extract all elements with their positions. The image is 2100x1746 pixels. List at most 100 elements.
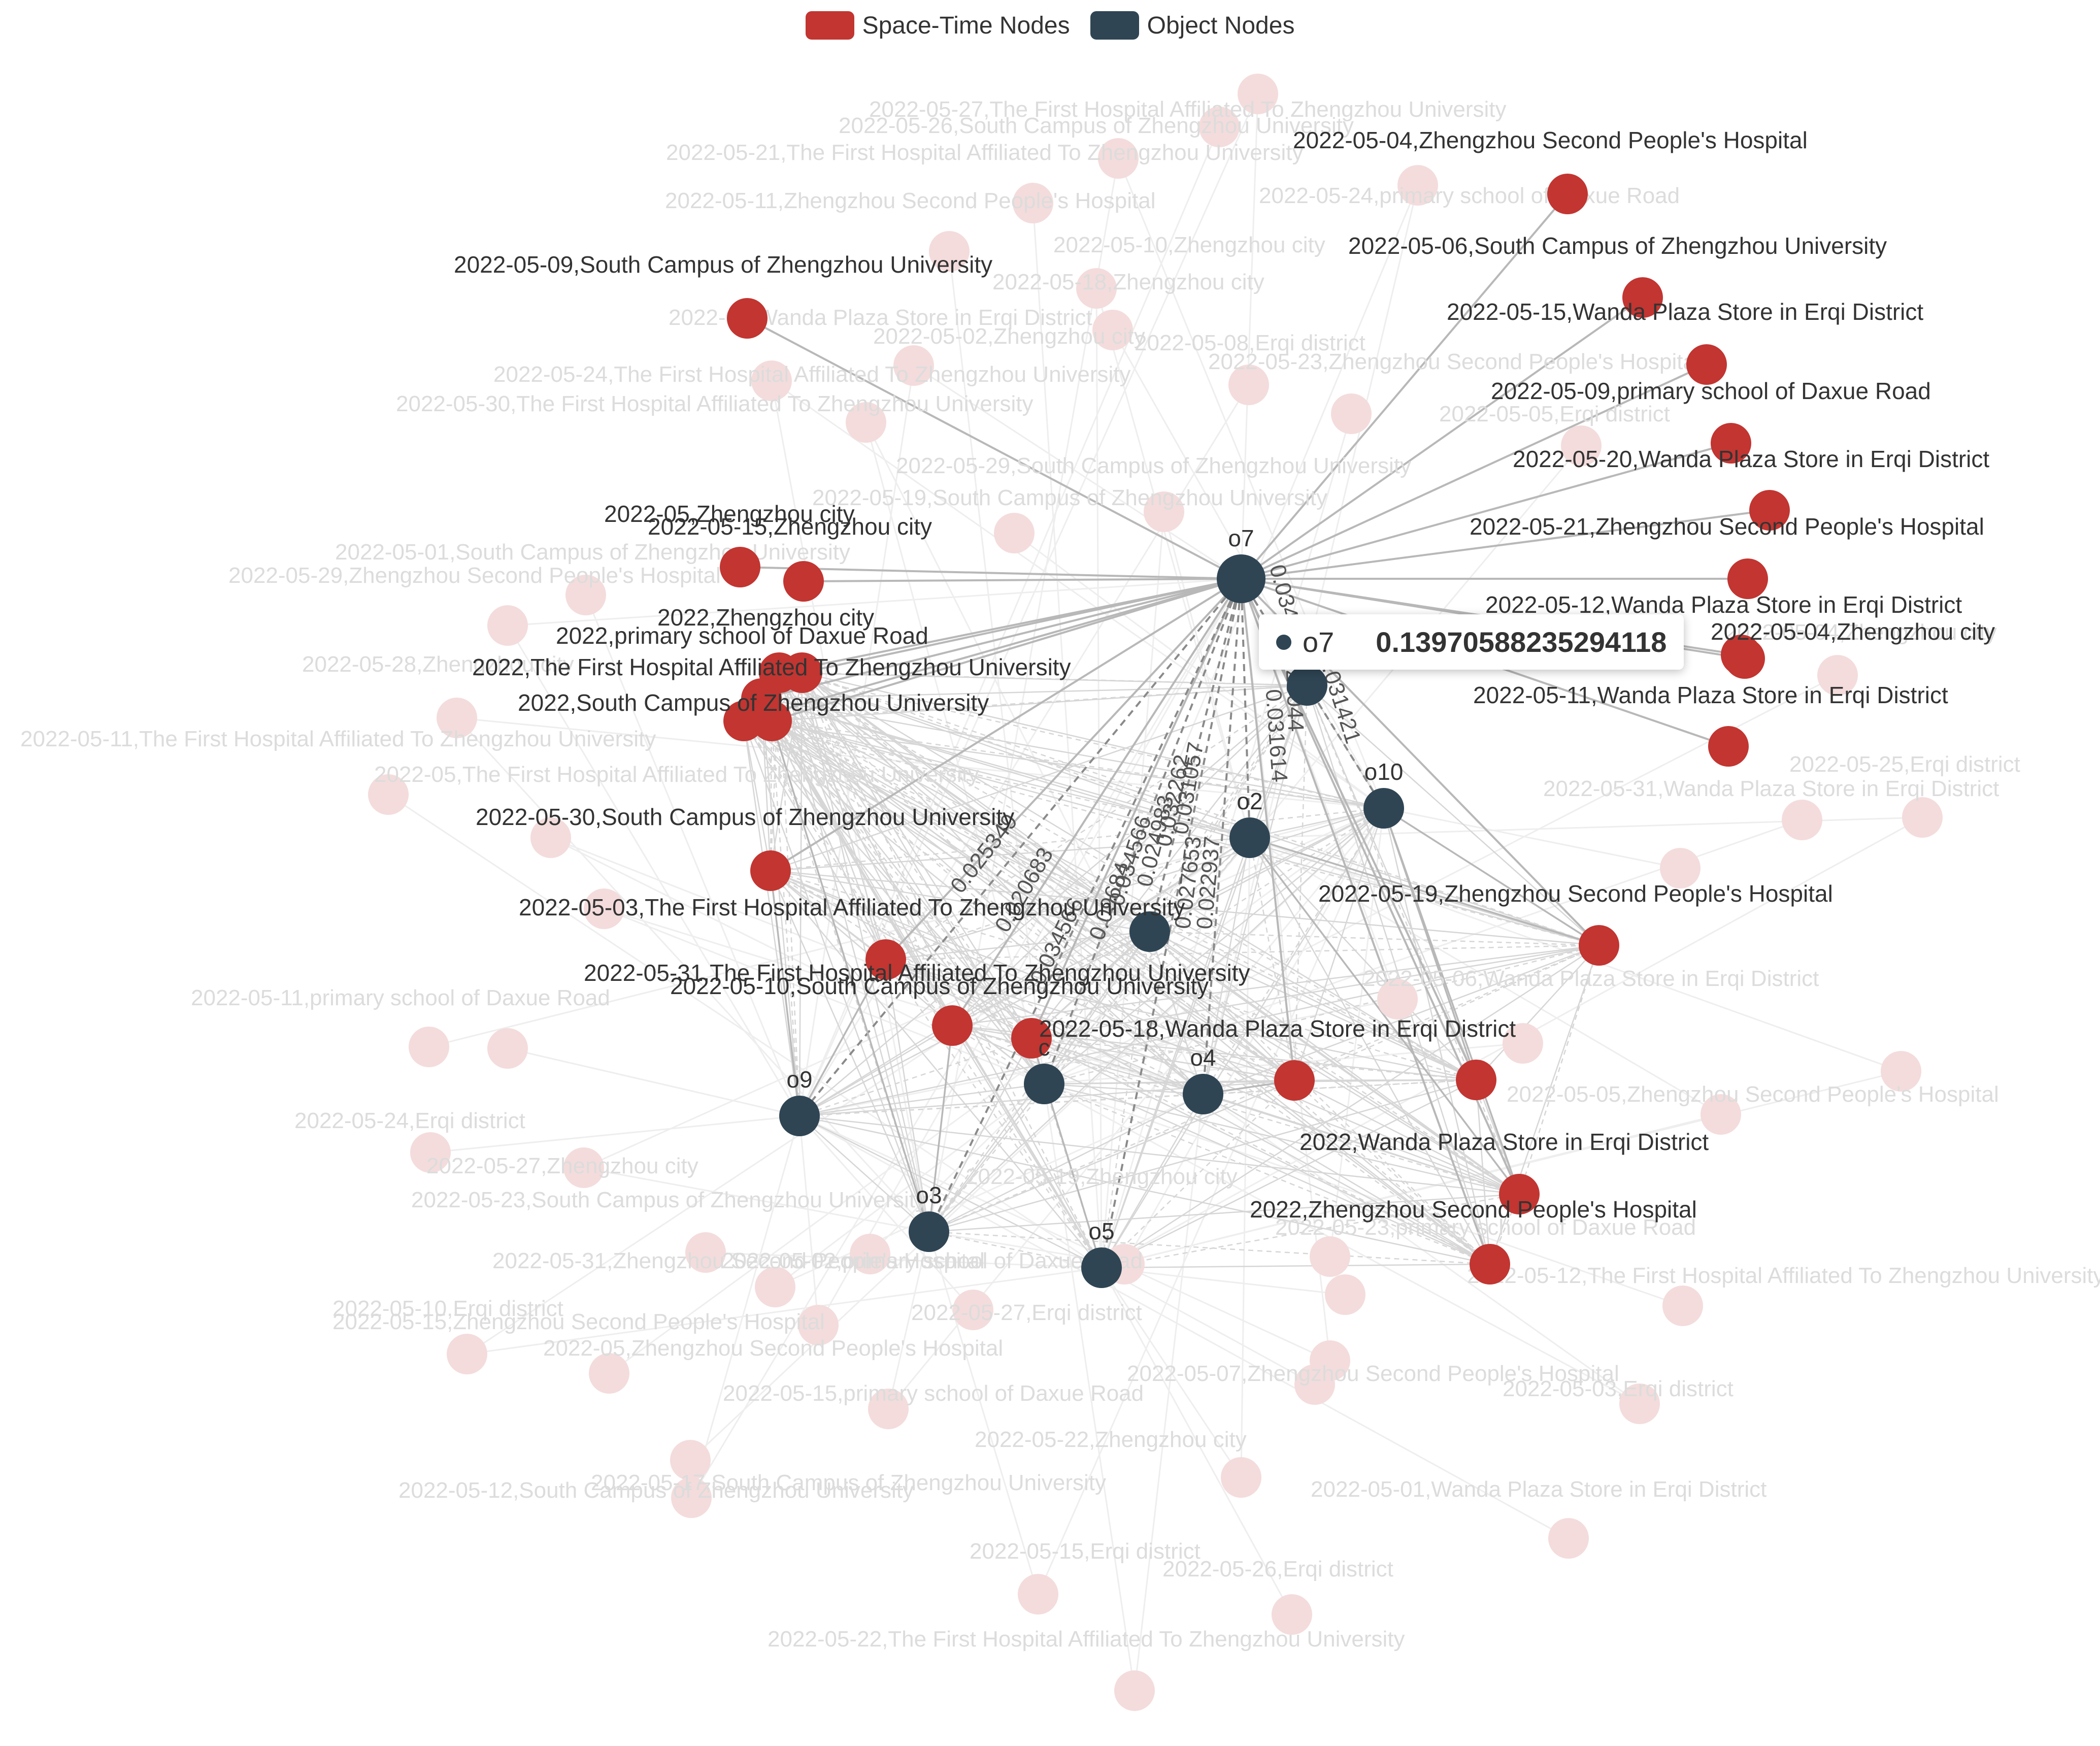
space-time-node[interactable] [723, 701, 764, 741]
faded-space-time-node[interactable] [584, 888, 624, 929]
faded-space-time-node[interactable] [1144, 491, 1184, 532]
faded-space-time-node[interactable] [1503, 1023, 1543, 1064]
space-time-node[interactable] [1724, 638, 1765, 679]
space-time-node[interactable] [751, 701, 792, 741]
faded-space-time-node[interactable] [530, 817, 571, 858]
space-time-node[interactable] [782, 652, 822, 693]
faded-space-time-node[interactable] [1221, 1457, 1261, 1498]
faded-space-time-node[interactable] [1817, 655, 1858, 696]
faded-node-label: 2022-05-28,Zhengzhou city [302, 652, 574, 677]
faded-space-time-node[interactable] [953, 1290, 993, 1330]
faded-space-time-node[interactable] [671, 1477, 712, 1518]
object-node[interactable] [1129, 911, 1170, 952]
faded-node-label: 2022-05-05,Erqi district [1439, 402, 1670, 426]
object-node-label: o2 [1237, 788, 1262, 814]
faded-space-time-node[interactable] [1701, 1094, 1741, 1135]
faded-space-time-node[interactable] [1782, 800, 1822, 840]
object-node[interactable] [1363, 788, 1404, 829]
highlighted-edge-layer [740, 193, 1770, 1268]
space-time-node[interactable] [932, 1005, 973, 1046]
faded-space-time-node[interactable] [670, 1440, 711, 1480]
faded-space-time-node[interactable] [755, 1267, 795, 1307]
faded-space-time-node[interactable] [1660, 848, 1701, 888]
space-time-node[interactable] [1011, 1018, 1052, 1059]
space-time-node[interactable] [783, 561, 824, 602]
space-time-node[interactable] [1547, 174, 1588, 214]
space-time-node[interactable] [865, 939, 906, 980]
object-node[interactable] [1229, 817, 1270, 858]
faded-space-time-node[interactable] [563, 1147, 604, 1188]
faded-space-time-node[interactable] [1397, 165, 1438, 206]
faded-space-time-node[interactable] [1199, 107, 1240, 147]
faded-space-time-node[interactable] [565, 575, 606, 615]
faded-space-time-node[interactable] [410, 1132, 451, 1173]
rounded-rect-icon [805, 11, 854, 40]
faded-space-time-node[interactable] [1114, 1670, 1155, 1711]
space-time-node[interactable] [1749, 490, 1790, 531]
space-time-node-label: 2022-05,Zhengzhou city [604, 501, 855, 527]
faded-space-time-node[interactable] [1228, 365, 1269, 405]
faded-space-time-node[interactable] [409, 1027, 449, 1067]
faded-space-time-node[interactable] [1325, 1274, 1365, 1315]
faded-space-time-node[interactable] [1076, 268, 1117, 309]
faded-space-time-node[interactable] [368, 774, 409, 815]
faded-space-time-node[interactable] [487, 605, 528, 646]
space-time-node[interactable] [1499, 1174, 1540, 1214]
faded-space-time-node[interactable] [846, 402, 886, 443]
faded-space-time-node[interactable] [893, 345, 934, 386]
faded-space-time-node[interactable] [1310, 1236, 1350, 1277]
faded-space-time-node[interactable] [850, 1234, 890, 1274]
faded-space-time-node[interactable] [1377, 979, 1418, 1019]
faded-space-time-node[interactable] [1272, 1594, 1312, 1635]
space-time-node[interactable] [1686, 344, 1727, 385]
space-time-node[interactable] [1708, 726, 1749, 767]
faded-node-label: 2022-05-31,Zhengzhou Second People's Hos… [492, 1248, 985, 1273]
space-time-node[interactable] [1711, 423, 1751, 464]
faded-space-time-node[interactable] [487, 1028, 528, 1069]
faded-space-time-node[interactable] [1013, 183, 1053, 223]
faded-space-time-node[interactable] [994, 513, 1035, 553]
faded-space-time-node[interactable] [929, 231, 970, 272]
space-time-node[interactable] [1274, 1060, 1315, 1101]
legend-item-object[interactable]: Object Nodes [1090, 11, 1294, 40]
faded-space-time-node[interactable] [589, 1353, 629, 1394]
faded-space-time-node[interactable] [1619, 1383, 1660, 1424]
faded-space-time-node[interactable] [1331, 393, 1372, 434]
faded-space-time-node[interactable] [1310, 1340, 1350, 1381]
space-time-node[interactable] [727, 298, 768, 339]
faded-space-time-node[interactable] [1238, 74, 1278, 114]
faded-space-time-node[interactable] [685, 1232, 726, 1273]
faded-space-time-node[interactable] [1662, 1286, 1703, 1326]
faded-space-time-node[interactable] [1881, 1051, 1921, 1092]
faded-space-time-node[interactable] [1548, 1518, 1589, 1559]
faded-space-time-node[interactable] [1018, 1574, 1058, 1615]
object-node[interactable] [1217, 554, 1265, 603]
legend-item-space-time[interactable]: Space-Time Nodes [805, 11, 1070, 40]
object-node[interactable] [1183, 1074, 1223, 1114]
faded-space-time-node[interactable] [868, 1389, 909, 1429]
space-time-node[interactable] [720, 547, 760, 587]
faded-space-time-node[interactable] [1902, 797, 1943, 838]
object-node[interactable] [1287, 665, 1327, 706]
faded-space-time-node[interactable] [751, 360, 792, 401]
object-node[interactable] [1081, 1247, 1122, 1288]
space-time-node[interactable] [1579, 925, 1619, 966]
object-node[interactable] [909, 1211, 949, 1252]
object-node[interactable] [779, 1096, 820, 1136]
faded-space-time-node[interactable] [1092, 310, 1133, 350]
faded-space-time-node[interactable] [1098, 138, 1139, 179]
space-time-node[interactable] [750, 850, 791, 891]
faded-node-label: 2022-05-21,The First Hospital Affiliated… [666, 140, 1303, 165]
faded-node-label: 2022-05-24,primary school of Daxue Road [1259, 183, 1680, 208]
faded-space-time-node[interactable] [447, 1334, 487, 1374]
object-node[interactable] [1024, 1064, 1064, 1104]
space-time-node[interactable] [1622, 277, 1663, 318]
faded-space-time-node[interactable] [798, 1305, 839, 1345]
faded-space-time-node[interactable] [1561, 425, 1602, 466]
space-time-node[interactable] [1470, 1244, 1510, 1284]
faded-space-time-node[interactable] [437, 698, 477, 738]
space-time-node[interactable] [1456, 1060, 1496, 1100]
faded-node-label: 2022-05-24,Erqi district [294, 1108, 525, 1133]
space-time-node[interactable] [1727, 558, 1768, 599]
